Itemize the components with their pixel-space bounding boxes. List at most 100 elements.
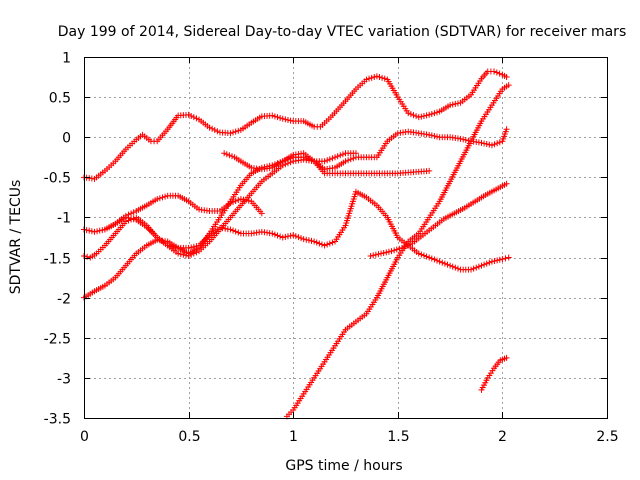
data-point: [279, 234, 286, 241]
data-point: [428, 110, 435, 117]
data-point: [502, 255, 509, 262]
data-point: [494, 140, 501, 147]
data-point: [282, 233, 289, 240]
data-point: [326, 240, 333, 247]
data-point: [96, 227, 103, 234]
data-point: [122, 214, 129, 221]
data-point: [223, 151, 230, 158]
data-point: [287, 159, 294, 166]
data-point: [266, 162, 273, 169]
y-tick-label: -0.5: [44, 171, 71, 187]
data-point: [368, 74, 375, 81]
data-point: [261, 164, 268, 171]
data-point: [452, 264, 459, 271]
data-point: [279, 115, 286, 122]
data-point: [426, 254, 433, 261]
data-point: [269, 112, 276, 119]
data-point: [230, 227, 237, 234]
data-point: [156, 195, 163, 202]
series-arc-8: [367, 180, 510, 259]
data-point: [363, 76, 370, 83]
data-point: [332, 154, 339, 161]
data-point: [428, 132, 435, 139]
data-point: [470, 265, 477, 272]
data-point: [468, 266, 475, 273]
data-point: [334, 153, 341, 160]
data-point: [232, 128, 239, 135]
data-point: [388, 248, 395, 255]
data-point: [235, 127, 242, 134]
chart-title: Day 199 of 2014, Sidereal Day-to-day VTE…: [58, 24, 626, 40]
plot-frame: [84, 57, 608, 419]
data-point: [342, 158, 349, 165]
data-point: [284, 233, 291, 240]
data-point: [287, 117, 294, 124]
series-arc-1: [81, 68, 510, 182]
series-arc-9: [478, 354, 510, 393]
data-point: [188, 244, 195, 251]
data-point: [413, 113, 420, 120]
data-point: [420, 112, 427, 119]
data-point: [274, 160, 281, 167]
data-point: [337, 152, 344, 159]
data-point: [230, 199, 237, 206]
y-tick-label: -1.5: [44, 252, 71, 268]
data-point: [130, 216, 137, 223]
data-point: [426, 111, 433, 118]
series-arc-4: [81, 150, 359, 261]
data-point: [282, 161, 289, 168]
data-point: [94, 228, 101, 235]
data-point: [418, 113, 425, 120]
data-point: [277, 233, 284, 240]
data-point: [295, 234, 302, 241]
y-tick-label: -3: [57, 372, 71, 388]
data-point: [321, 242, 328, 249]
data-point: [88, 228, 95, 235]
data-point: [454, 265, 461, 272]
data-point: [366, 75, 373, 82]
data-point: [473, 264, 480, 271]
data-point: [475, 263, 482, 270]
data-point: [447, 262, 454, 269]
data-point: [447, 102, 454, 109]
data-point: [326, 156, 333, 163]
data-point: [496, 256, 503, 263]
data-point: [371, 74, 378, 81]
data-point: [391, 247, 398, 254]
y-tick-labels: 1 0.5 0 -0.5 -1 -1.5 -2 -2.5 -3 -3.5: [44, 51, 71, 428]
data-point: [380, 249, 387, 256]
data-marks-layer: [81, 68, 512, 420]
data-point: [347, 156, 354, 163]
data-point: [274, 114, 281, 121]
data-point: [478, 262, 485, 269]
data-point: [505, 254, 512, 261]
data-point: [185, 244, 192, 251]
data-point: [431, 256, 438, 263]
data-point: [271, 113, 278, 120]
data-point: [406, 241, 413, 248]
data-point: [324, 157, 331, 164]
data-point: [209, 125, 216, 132]
data-point: [350, 155, 357, 162]
data-point: [308, 237, 315, 244]
data-point: [290, 232, 297, 239]
data-point: [491, 141, 498, 148]
data-point: [237, 195, 244, 202]
data-point: [431, 133, 438, 140]
data-point: [483, 141, 490, 148]
data-point: [190, 243, 197, 250]
data-point: [154, 195, 161, 202]
data-point: [407, 111, 414, 118]
data-point: [221, 150, 228, 157]
data-point: [505, 82, 512, 89]
data-point: [269, 162, 276, 169]
data-point: [398, 244, 405, 251]
data-point: [180, 251, 187, 258]
data-point: [434, 257, 441, 264]
data-point: [488, 258, 495, 265]
data-point: [125, 215, 132, 222]
data-point: [318, 241, 325, 248]
data-point: [404, 242, 411, 249]
data-point: [324, 241, 331, 248]
